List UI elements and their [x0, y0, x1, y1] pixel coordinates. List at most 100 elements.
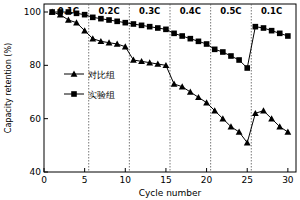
data-point — [203, 99, 210, 105]
data-point — [98, 16, 104, 22]
data-point — [260, 107, 267, 113]
data-point — [285, 33, 291, 39]
x-tick-label: 30 — [282, 175, 294, 185]
data-point — [196, 39, 202, 45]
data-point — [106, 17, 112, 23]
rate-label: 0.3C — [139, 6, 160, 16]
data-point — [131, 21, 137, 27]
data-point — [244, 139, 251, 145]
x-tick — [84, 168, 85, 172]
plot-area — [49, 9, 292, 146]
rate-separator — [210, 4, 211, 172]
y-axis-title: Capacity retention (%) — [4, 43, 13, 133]
data-point — [122, 20, 128, 26]
x-tick-label: 15 — [160, 175, 171, 185]
x-tick — [44, 168, 45, 172]
data-point — [252, 110, 259, 116]
rate-separator — [251, 4, 252, 172]
x-tick — [165, 168, 166, 172]
x-tick-label: 10 — [120, 175, 132, 185]
x-axis-title: Cycle number — [139, 188, 202, 198]
data-point — [98, 38, 105, 44]
data-point — [276, 123, 283, 129]
data-point — [73, 19, 80, 25]
data-point — [90, 15, 96, 21]
rate-label: 0.1C — [261, 6, 282, 16]
data-point — [66, 9, 72, 15]
data-point — [130, 57, 137, 63]
data-point — [195, 94, 202, 100]
data-point — [261, 25, 267, 31]
data-point — [139, 23, 145, 29]
x-tick-label: 25 — [241, 175, 252, 185]
data-point — [82, 12, 88, 18]
plot-frame — [44, 4, 296, 172]
data-point — [49, 9, 55, 15]
data-point — [244, 65, 250, 71]
rate-separator — [170, 4, 171, 172]
y-tick — [44, 118, 48, 119]
data-point — [187, 89, 194, 95]
y-tick — [44, 172, 48, 173]
rate-label: 0.1C — [58, 6, 79, 16]
x-tick — [287, 168, 288, 172]
data-point — [219, 115, 226, 121]
series-line — [52, 12, 288, 143]
rate-label: 0.2C — [98, 6, 119, 16]
data-point — [188, 36, 194, 42]
data-point — [114, 19, 120, 25]
x-tick — [247, 168, 248, 172]
x-tick-label: 0 — [41, 175, 47, 185]
data-point — [268, 115, 275, 121]
data-point — [171, 31, 177, 37]
data-point — [171, 81, 178, 87]
x-tick-label: 20 — [201, 175, 213, 185]
legend-label: 实验组 — [88, 90, 115, 100]
rate-separator — [129, 4, 130, 172]
data-point — [49, 9, 56, 15]
data-point — [163, 27, 169, 33]
series-line — [52, 12, 288, 68]
data-point — [146, 59, 153, 65]
legend: 对比组实验组 — [64, 70, 115, 100]
legend-marker — [71, 91, 77, 97]
data-point — [228, 53, 234, 59]
data-point — [114, 41, 121, 47]
data-point — [122, 43, 129, 49]
data-point — [220, 49, 226, 55]
y-tick-label: 60 — [30, 114, 42, 124]
data-point — [284, 129, 291, 135]
data-point — [211, 107, 218, 113]
data-point — [57, 9, 63, 15]
data-point — [179, 83, 186, 89]
y-tick-label: 40 — [30, 167, 42, 177]
data-point — [228, 123, 235, 129]
chart: 0 5 10 15 20 25 30 40 60 80 100 Cycle number Capacit… — [0, 0, 300, 200]
data-point — [138, 58, 145, 64]
y-tick — [44, 12, 48, 13]
x-tick-label: 5 — [82, 175, 88, 185]
rate-label: 0.4C — [180, 6, 201, 16]
data-point — [277, 31, 283, 37]
legend-label: 对比组 — [88, 70, 115, 80]
data-point — [269, 28, 275, 34]
data-point — [179, 33, 185, 39]
rate-separator — [88, 4, 89, 172]
data-point — [212, 47, 218, 53]
data-point — [147, 24, 153, 30]
data-point — [236, 129, 243, 135]
legend-marker — [71, 71, 78, 77]
data-point — [89, 35, 96, 41]
data-point — [155, 25, 161, 31]
data-point — [163, 62, 170, 68]
data-point — [65, 17, 72, 23]
data-point — [253, 24, 259, 30]
x-tick — [206, 168, 207, 172]
data-point — [204, 41, 210, 47]
data-point — [81, 27, 88, 33]
x-tick — [125, 168, 126, 172]
y-tick-label: 80 — [30, 60, 42, 70]
data-point — [154, 61, 161, 67]
y-tick-label: 100 — [24, 7, 41, 17]
y-tick — [44, 65, 48, 66]
